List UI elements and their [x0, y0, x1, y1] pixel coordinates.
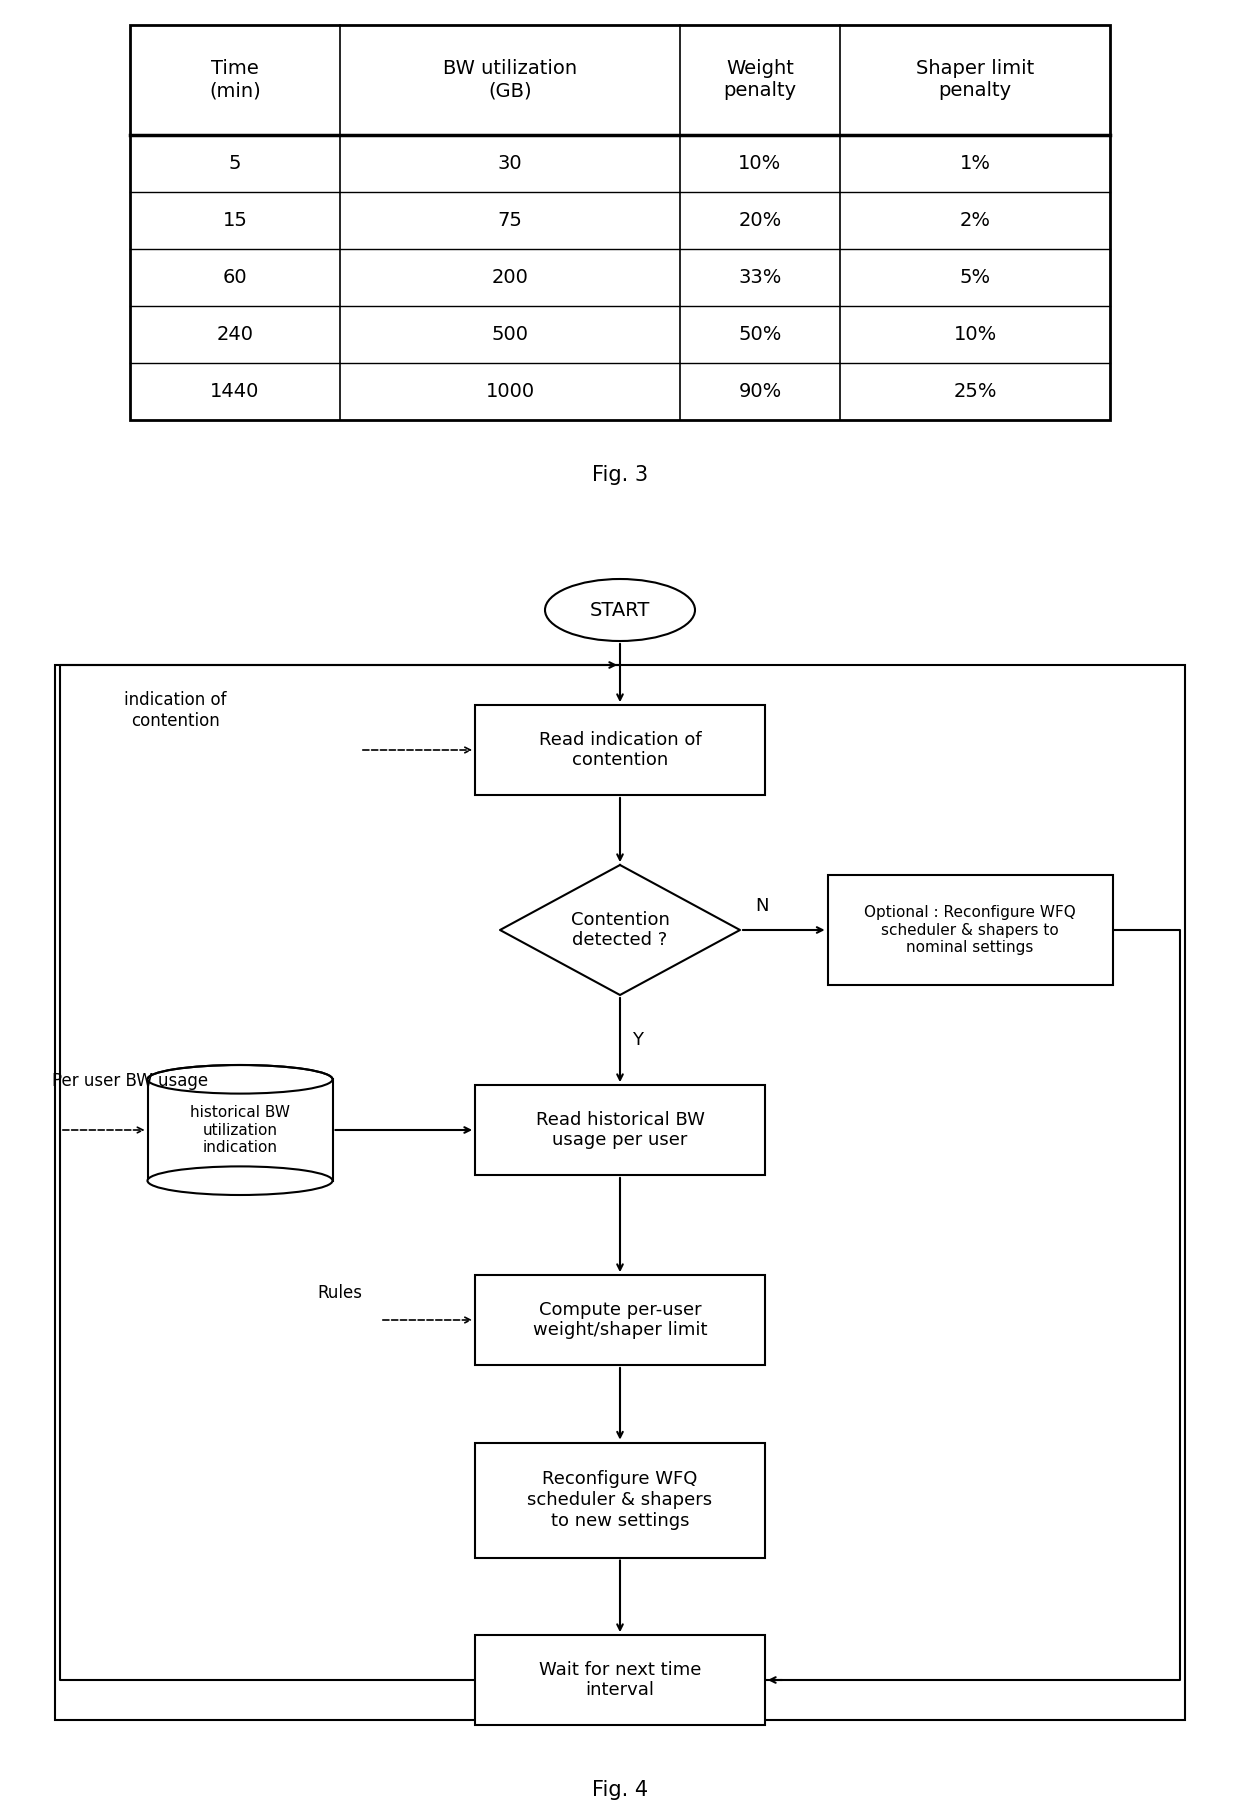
Bar [827, 875, 1112, 985]
Text: 60: 60 [223, 268, 247, 286]
Text: Optional : Reconfigure WFQ
scheduler & shapers to
nominal settings: Optional : Reconfigure WFQ scheduler & s… [864, 906, 1076, 955]
Text: 75: 75 [497, 211, 522, 231]
Text: Per user BW usage: Per user BW usage [52, 1072, 208, 1090]
Text: 33%: 33% [738, 268, 781, 286]
Text: BW utilization
(GB): BW utilization (GB) [443, 59, 577, 101]
Text: Time
(min): Time (min) [210, 59, 260, 101]
Text: N: N [755, 897, 769, 915]
Text: 90%: 90% [738, 382, 781, 402]
Ellipse shape [546, 578, 694, 641]
Text: Read historical BW
usage per user: Read historical BW usage per user [536, 1111, 704, 1149]
Bar [475, 1635, 765, 1725]
Text: 1000: 1000 [485, 382, 534, 402]
Text: 30: 30 [497, 155, 522, 173]
Text: Shaper limit
penalty: Shaper limit penalty [916, 59, 1034, 101]
Bar [130, 25, 1110, 420]
Text: 10%: 10% [738, 155, 781, 173]
Bar [475, 1443, 765, 1558]
Text: 15: 15 [222, 211, 248, 231]
Text: Wait for next time
interval: Wait for next time interval [539, 1661, 701, 1700]
Text: START: START [590, 600, 650, 620]
Text: 1%: 1% [960, 155, 991, 173]
Text: 240: 240 [217, 324, 253, 344]
Text: historical BW
utilization
indication: historical BW utilization indication [190, 1106, 290, 1154]
Bar [148, 1079, 332, 1181]
Text: 20%: 20% [738, 211, 781, 231]
Ellipse shape [148, 1064, 332, 1093]
Text: Reconfigure WFQ
scheduler & shapers
to new settings: Reconfigure WFQ scheduler & shapers to n… [527, 1470, 713, 1529]
Text: 1440: 1440 [211, 382, 259, 402]
Bar [475, 1084, 765, 1174]
Text: Weight
penalty: Weight penalty [723, 59, 796, 101]
Text: indication of
contention: indication of contention [124, 692, 226, 729]
Text: Read indication of
contention: Read indication of contention [538, 731, 702, 769]
Text: Y: Y [632, 1030, 644, 1048]
Text: 10%: 10% [954, 324, 997, 344]
Text: 5: 5 [228, 155, 242, 173]
Bar [475, 1275, 765, 1365]
Bar [55, 665, 1185, 1720]
Text: Rules: Rules [317, 1284, 362, 1302]
Text: Compute per-user
weight/shaper limit: Compute per-user weight/shaper limit [533, 1300, 707, 1340]
Text: 25%: 25% [954, 382, 997, 402]
Ellipse shape [148, 1167, 332, 1196]
Text: Fig. 4: Fig. 4 [591, 1779, 649, 1799]
Text: 2%: 2% [960, 211, 991, 231]
Bar [475, 704, 765, 794]
Text: 500: 500 [491, 324, 528, 344]
Text: 50%: 50% [738, 324, 781, 344]
Text: 5%: 5% [960, 268, 991, 286]
Text: Contention
detected ?: Contention detected ? [570, 911, 670, 949]
Text: 200: 200 [491, 268, 528, 286]
Text: Fig. 3: Fig. 3 [591, 465, 649, 484]
